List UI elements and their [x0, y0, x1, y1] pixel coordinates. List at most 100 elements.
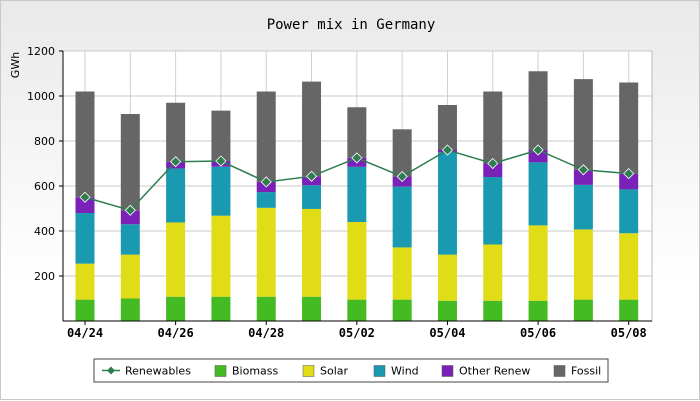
legend-item-renewables: Renewables [102, 365, 191, 378]
legend-label-solar: Solar [320, 365, 349, 378]
y-tick-label: 400 [34, 225, 55, 238]
bar-wind [302, 185, 322, 209]
bar-biomass [211, 296, 231, 321]
bar-biomass [573, 299, 593, 321]
bar-solar [573, 229, 593, 300]
bar-biomass [619, 299, 639, 321]
bar-fossil [437, 105, 457, 150]
renewables-point [305, 170, 318, 182]
bar-other-renew [619, 173, 639, 190]
bar-other-renew [483, 163, 503, 177]
bar-wind [256, 192, 276, 208]
renewables-point [577, 164, 589, 176]
x-tick-label: 05/02 [339, 326, 375, 340]
renewables-line-group [79, 144, 635, 216]
bar-biomass [392, 299, 412, 321]
bar-wind [75, 213, 95, 264]
legend-swatch-solar [302, 365, 315, 377]
bar-fossil [256, 91, 276, 182]
x-tick-label: 04/24 [67, 326, 103, 340]
bar-biomass [483, 300, 503, 321]
bar-fossil [347, 107, 367, 158]
bar-wind [166, 168, 186, 223]
bar-solar [528, 225, 548, 301]
bar-biomass [302, 296, 322, 321]
y-tick-label: 200 [34, 270, 55, 283]
legend-swatch-fossil [553, 365, 566, 377]
bar-solar [75, 263, 95, 300]
bar-biomass [120, 298, 140, 321]
renewables-point [79, 191, 91, 203]
legend-label-wind: Wind [391, 365, 419, 378]
y-tick-label: 1000 [27, 90, 55, 103]
bar-fossil [302, 81, 322, 177]
bar-biomass [347, 299, 367, 321]
bar-solar [392, 247, 412, 300]
y-tick-label: 1200 [27, 45, 55, 58]
renewables-point [215, 155, 227, 167]
bar-wind [211, 166, 231, 216]
bar-other-renew [120, 210, 140, 225]
legend-item-fossil: Fossil [553, 365, 601, 378]
renewables-point [170, 156, 182, 168]
bar-fossil [211, 110, 231, 162]
bar-solar [437, 254, 457, 301]
bar-wind [528, 162, 548, 226]
bar-fossil [392, 129, 412, 177]
legend-item-other-renew: Other Renew [441, 365, 530, 378]
bar-biomass [166, 296, 186, 321]
bar-fossil [166, 102, 186, 162]
bar-fossil [619, 82, 639, 174]
legend-item-solar: Solar [302, 365, 349, 378]
renewables-point [351, 152, 363, 164]
bar-wind [392, 186, 412, 248]
bar-solar [120, 254, 140, 299]
bar-solar [619, 233, 639, 300]
bar-wind [437, 152, 457, 255]
bar-other-renew [573, 169, 593, 185]
renewables-point [124, 204, 136, 216]
y-tick-label: 600 [34, 180, 55, 193]
bar-fossil [573, 79, 593, 170]
bar-biomass [75, 299, 95, 321]
renewables-point [396, 170, 408, 183]
axes: 200 400 600 800 1000 1200 04/24 04/26 04/28 05/02… [27, 45, 652, 340]
legend-item-biomass: Biomass [214, 365, 279, 378]
bar-biomass [528, 300, 548, 321]
bar-wind [573, 184, 593, 230]
x-tick-label: 05/04 [429, 326, 465, 340]
bar-other-renew [528, 150, 548, 163]
legend-swatch-other-renew [441, 365, 454, 377]
x-tick-label: 04/26 [158, 326, 194, 340]
bar-fossil [120, 114, 140, 211]
x-tick-label: 04/28 [248, 326, 284, 340]
legend-item-wind: Wind [373, 365, 419, 378]
bar-solar [302, 208, 322, 297]
legend-marker-renewables [107, 366, 115, 375]
bar-wind [120, 224, 140, 255]
bar-fossil [483, 91, 503, 164]
bar-solar [347, 222, 367, 300]
bar-wind [483, 177, 503, 245]
bar-biomass [437, 300, 457, 321]
bar-solar [166, 222, 186, 297]
bar-biomass [256, 296, 276, 321]
legend: Renewables Biomass Solar Wind Other Renew Fos… [93, 358, 609, 383]
bar-solar [256, 207, 276, 297]
bar-wind [347, 166, 367, 222]
x-tick-label: 05/06 [520, 326, 556, 340]
bar-stacks [75, 71, 639, 321]
renewables-point [441, 144, 454, 156]
bar-wind [619, 189, 639, 234]
bar-fossil [528, 71, 548, 150]
bar-other-renew [75, 197, 95, 213]
bar-solar [211, 215, 231, 297]
legend-label-renewables: Renewables [125, 365, 191, 378]
legend-swatch-biomass [214, 365, 227, 377]
renewables-point [532, 144, 544, 156]
legend-label-other-renew: Other Renew [459, 365, 530, 378]
renewables-point [487, 157, 499, 170]
legend-swatch-wind [373, 365, 386, 377]
